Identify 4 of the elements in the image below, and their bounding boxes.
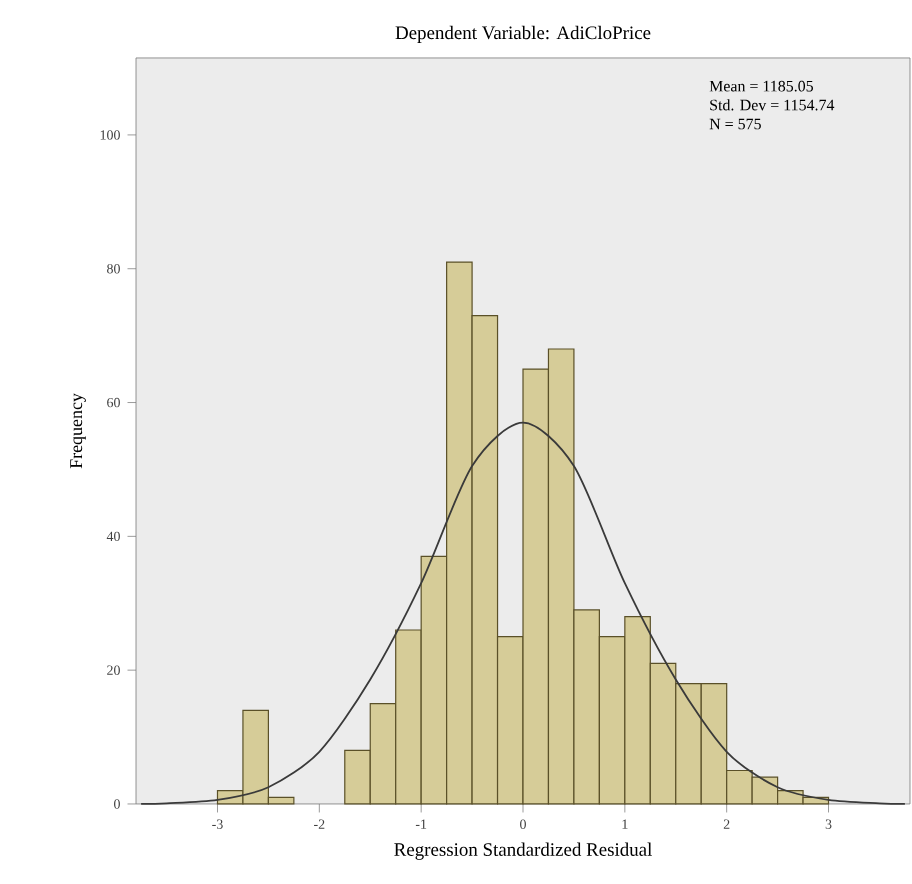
chart-title: Dependent Variable: AdiCloPrice (395, 25, 651, 43)
y-axis-title: Frequency (70, 393, 86, 469)
x-axis-title: Regression Standardized Residual (394, 842, 652, 860)
line-series (140, 421, 906, 805)
